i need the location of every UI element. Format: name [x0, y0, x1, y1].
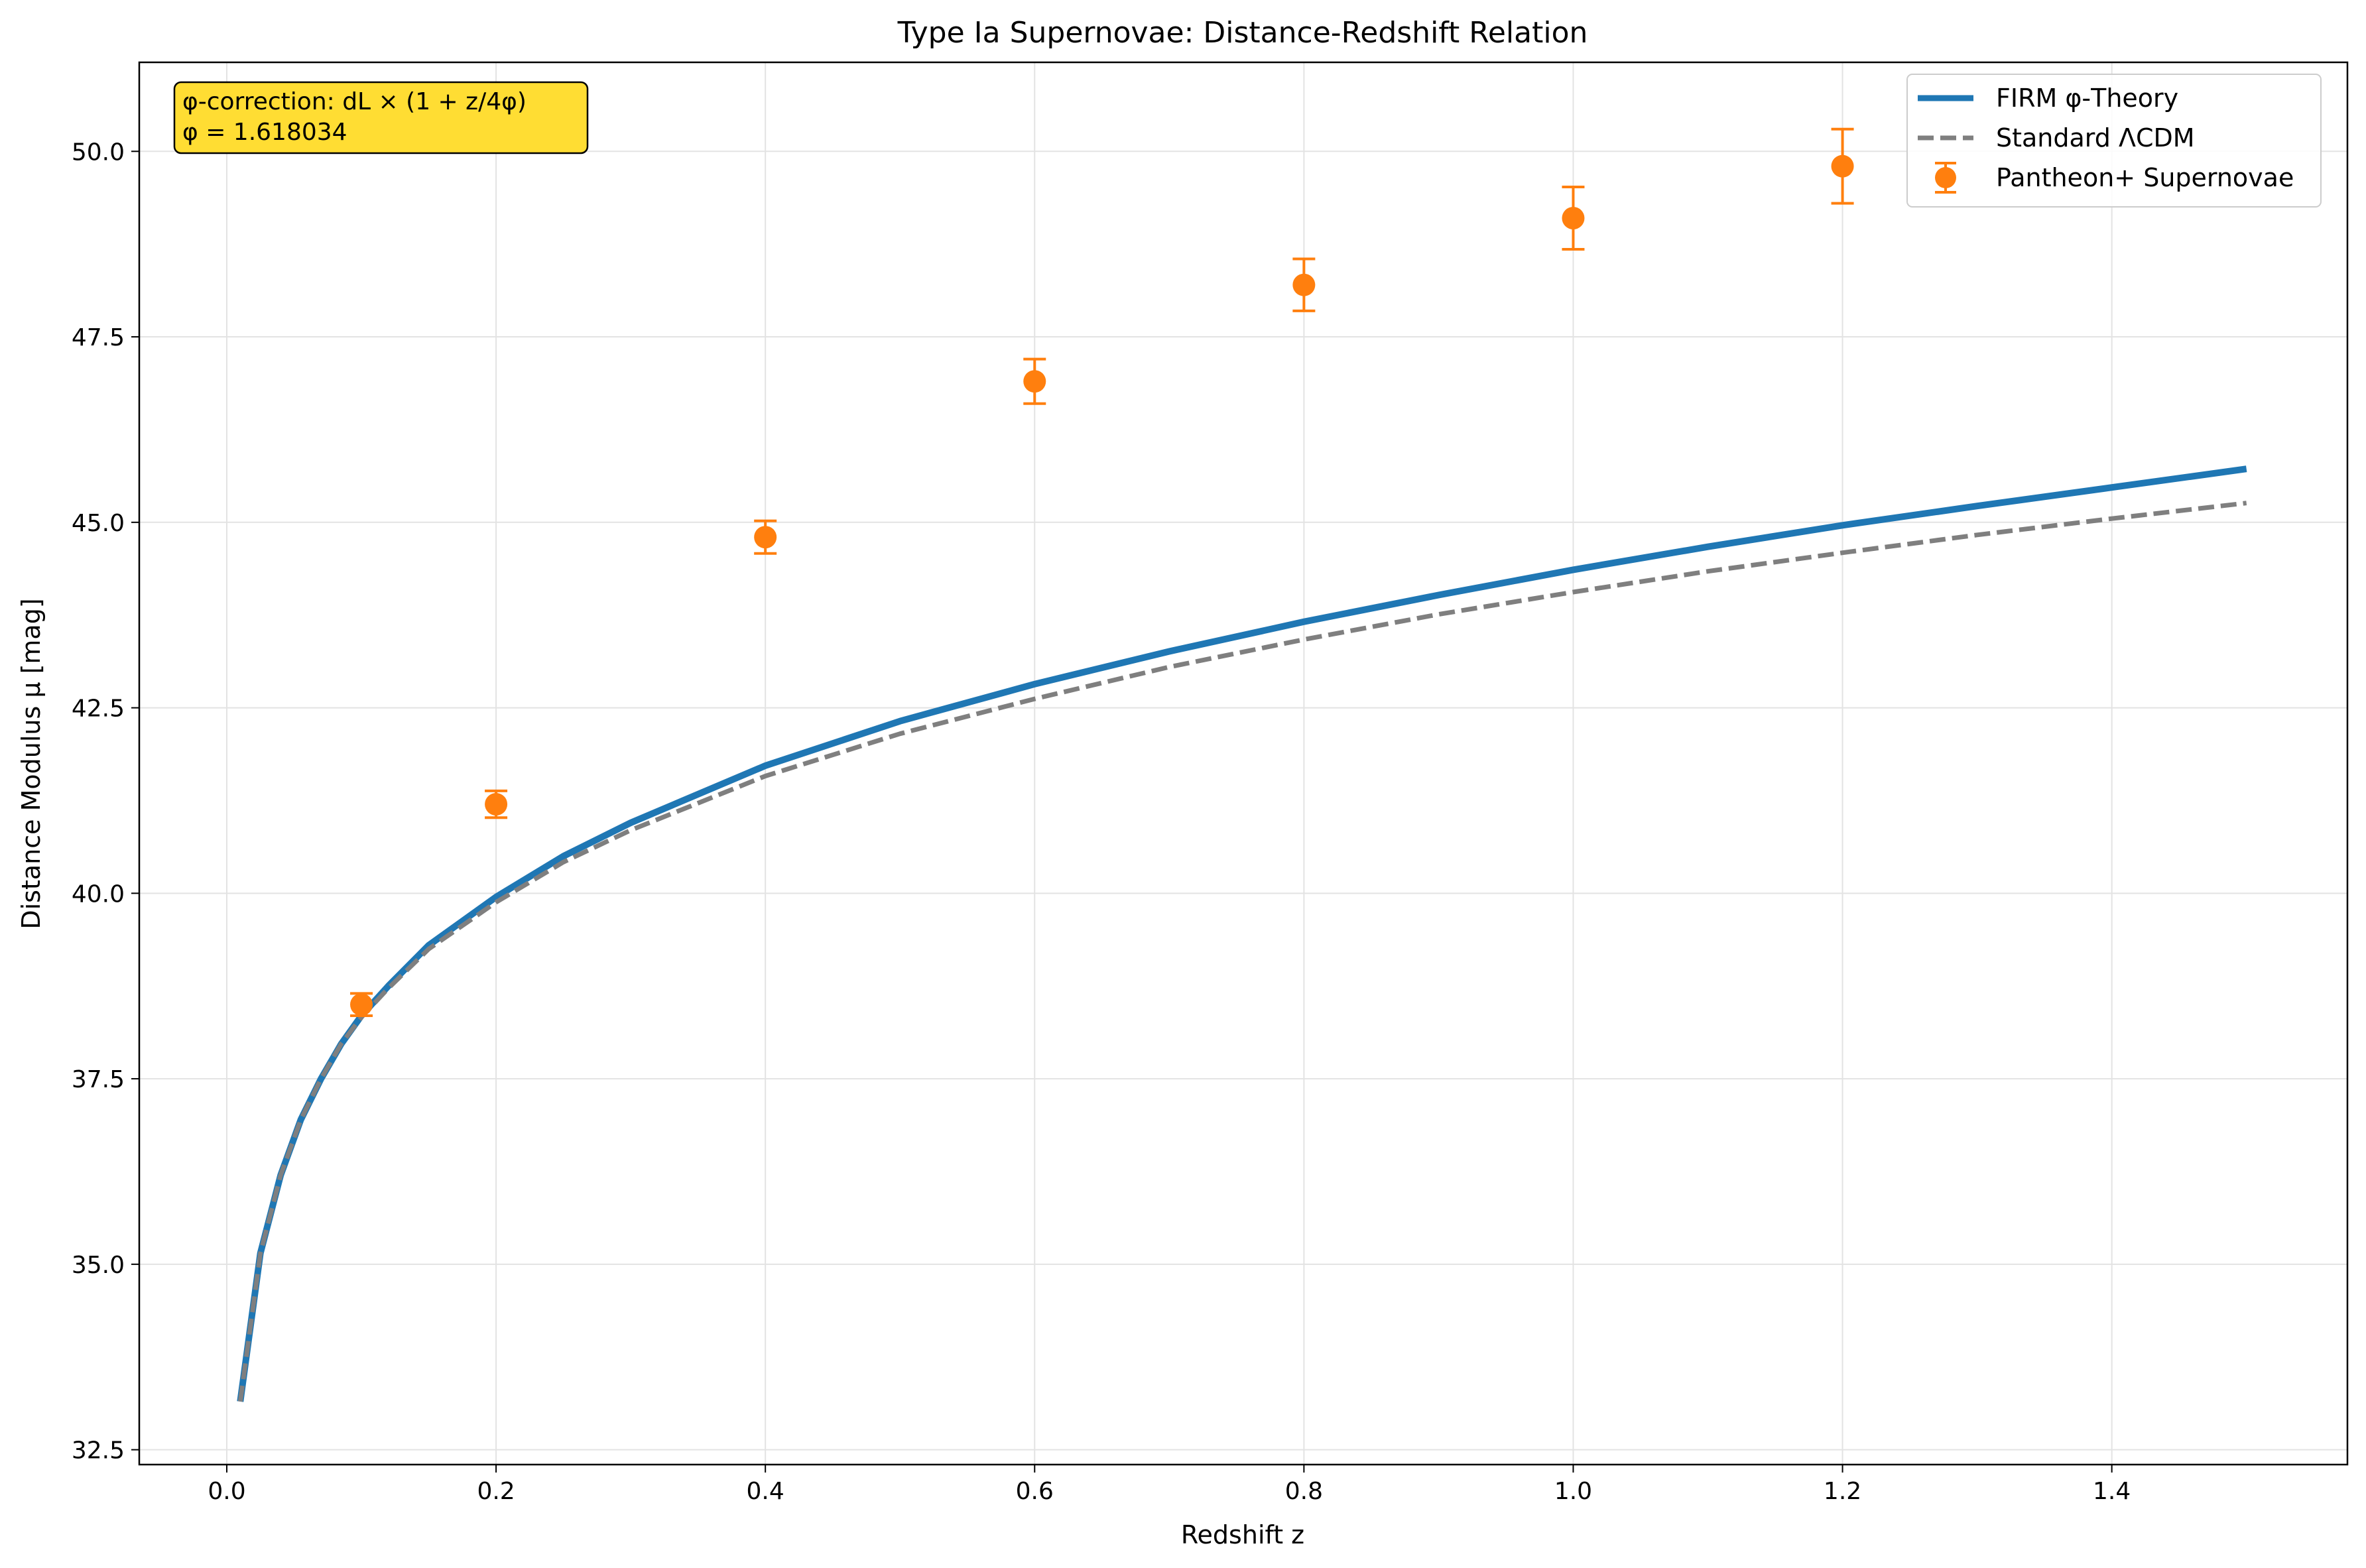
legend: FIRM φ-Theory Standard ΛCDM Pantheon+ Su… — [1906, 74, 2322, 208]
legend-swatch-marker — [1935, 167, 1956, 188]
y-tick-label: 35.0 — [72, 1252, 125, 1279]
x-tick-label: 0.0 — [208, 1478, 245, 1505]
x-tick-label: 0.8 — [1285, 1478, 1323, 1505]
annotation-background — [173, 81, 589, 154]
legend-label-lcdm: Standard ΛCDM — [1996, 123, 2195, 152]
data-point — [485, 793, 508, 816]
x-tick-label: 0.4 — [747, 1478, 784, 1505]
legend-label-firm: FIRM φ-Theory — [1996, 84, 2178, 113]
data-point — [350, 993, 373, 1016]
data-point — [1831, 154, 1854, 178]
chart-title: Type Ia Supernovae: Distance-Redshift Re… — [897, 16, 1588, 50]
y-tick-label: 42.5 — [72, 695, 125, 723]
series-line-lcdm — [237, 501, 2247, 1402]
y-tick-label: 32.5 — [72, 1437, 125, 1465]
data-point — [1023, 370, 1046, 393]
x-tick-label: 1.4 — [2093, 1478, 2131, 1505]
y-tick-label: 47.5 — [72, 324, 125, 351]
data-point — [1292, 273, 1316, 296]
axis-ticks: 0.0 0.2 0.4 0.6 0.8 1.0 1.2 1.4 32.5 35.0 37.5 40.0… — [72, 139, 2131, 1505]
y-axis-label: Distance Modulus μ [mag] — [17, 598, 46, 929]
annotation-line-2: φ = 1.618034 — [182, 119, 347, 146]
y-tick-label: 50.0 — [72, 139, 125, 166]
data-point — [1562, 207, 1585, 229]
plot-area — [138, 61, 2349, 1466]
x-tick-label: 1.2 — [1824, 1478, 1861, 1505]
x-tick-label: 1.0 — [1554, 1478, 1592, 1505]
x-axis-label: Redshift z — [1181, 1520, 1304, 1549]
x-tick-label: 0.6 — [1016, 1478, 1054, 1505]
series — [237, 127, 2247, 1402]
legend-frame — [1906, 74, 2322, 208]
y-tick-label: 40.0 — [72, 880, 125, 908]
x-tick-label: 0.2 — [477, 1478, 515, 1505]
annotation-line-1: φ-correction: dL × (1 + z/4φ) — [182, 88, 527, 115]
y-tick-label: 37.5 — [72, 1066, 125, 1093]
legend-label-pantheon: Pantheon+ Supernovae — [1996, 163, 2294, 192]
annotation-box: φ-correction: dL × (1 + z/4φ) φ = 1.6180… — [173, 81, 589, 154]
y-tick-label: 45.0 — [72, 510, 125, 537]
data-point — [754, 526, 777, 549]
